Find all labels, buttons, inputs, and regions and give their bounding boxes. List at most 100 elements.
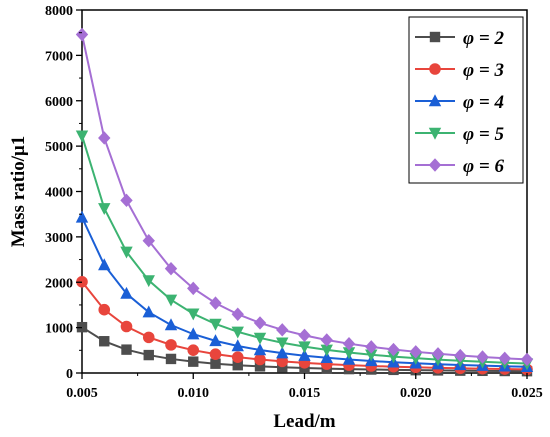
- data-point: [187, 281, 200, 296]
- x-tick-label: 0.005: [66, 386, 98, 401]
- data-point: [409, 345, 422, 359]
- y-tick-label: 1000: [45, 322, 73, 337]
- data-point: [75, 27, 89, 42]
- data-point: [476, 350, 489, 364]
- legend-item: φ = 6: [415, 156, 504, 177]
- data-point: [187, 308, 200, 321]
- legend-marker: [428, 127, 442, 140]
- data-point: [143, 349, 154, 361]
- data-point: [187, 344, 200, 356]
- data-point: [142, 331, 155, 344]
- data-point: [254, 361, 266, 372]
- data-point: [120, 246, 133, 259]
- data-point: [120, 286, 133, 299]
- data-point: [320, 333, 333, 347]
- data-point: [98, 303, 111, 316]
- legend-marker: [428, 158, 442, 172]
- y-tick-label: 6000: [45, 95, 73, 110]
- x-tick-label: 0.025: [511, 386, 543, 401]
- data-point: [365, 349, 378, 362]
- data-point: [164, 318, 178, 331]
- x-tick-label: 0.015: [289, 386, 321, 401]
- y-tick-label: 2000: [45, 276, 73, 291]
- y-tick-label: 4000: [45, 186, 73, 201]
- data-point: [120, 193, 133, 208]
- legend-item: φ = 2: [415, 28, 504, 49]
- legend-label: φ = 4: [463, 92, 504, 113]
- data-point: [431, 347, 445, 361]
- legend-label: φ = 6: [463, 156, 504, 177]
- data-point: [75, 210, 89, 223]
- data-point: [298, 341, 311, 354]
- legend-label: φ = 5: [463, 124, 504, 145]
- legend-box: [408, 16, 524, 184]
- data-point: [387, 342, 400, 357]
- series-5: [75, 27, 534, 367]
- data-point: [232, 359, 243, 371]
- data-point: [142, 275, 155, 288]
- data-point: [276, 337, 289, 350]
- data-point: [142, 234, 155, 248]
- data-point: [253, 316, 267, 330]
- data-point: [98, 258, 111, 271]
- data-point: [298, 328, 311, 343]
- data-point: [520, 352, 534, 367]
- y-tick-label: 0: [66, 367, 73, 382]
- data-point: [188, 356, 199, 367]
- data-point: [98, 131, 111, 145]
- legend-label: φ = 3: [463, 60, 504, 81]
- x-axis-title: Lead/m: [273, 411, 335, 432]
- data-point: [454, 348, 467, 363]
- data-point: [409, 352, 422, 365]
- y-tick-label: 3000: [45, 231, 73, 246]
- legend-item: φ = 4: [415, 92, 504, 113]
- data-point: [99, 336, 110, 347]
- legend-item: φ = 5: [415, 124, 504, 145]
- data-point: [209, 334, 222, 347]
- data-point: [253, 332, 267, 345]
- data-point: [276, 355, 289, 368]
- legend-label: φ = 2: [463, 28, 504, 49]
- data-point: [209, 348, 222, 360]
- x-tick-label: 0.010: [178, 386, 210, 401]
- data-point: [231, 307, 244, 321]
- series-3: [75, 210, 534, 372]
- data-point: [121, 344, 132, 355]
- data-point: [365, 340, 378, 354]
- data-point: [277, 362, 288, 373]
- data-point: [320, 344, 333, 357]
- data-point: [342, 336, 356, 351]
- data-point: [254, 353, 266, 366]
- data-point: [298, 349, 311, 361]
- data-point: [253, 343, 267, 356]
- data-point: [209, 318, 222, 331]
- x-tick-label: 0.020: [400, 386, 432, 401]
- data-point: [276, 346, 289, 359]
- y-axis-title: Mass ratio/μ1: [8, 136, 29, 248]
- data-point: [231, 351, 244, 363]
- data-point: [387, 351, 400, 364]
- data-point: [165, 339, 177, 351]
- legend-marker: [429, 31, 441, 43]
- data-point: [276, 323, 289, 337]
- data-point: [98, 203, 111, 215]
- data-point: [210, 358, 221, 369]
- y-tick-label: 8000: [45, 4, 73, 19]
- legend: φ = 2 φ = 3 φ = 4 φ = 5 φ = 6: [408, 16, 524, 184]
- legend-item: φ = 3: [415, 60, 504, 81]
- y-tick-label: 7000: [45, 49, 73, 64]
- data-point: [120, 320, 133, 333]
- axes-layer: 0 1000 2000 3000 4000 5000 6000 7000 8000 0.005 0.…: [45, 4, 543, 401]
- legend-marker: [428, 94, 442, 107]
- data-point: [342, 347, 356, 360]
- data-point: [164, 294, 178, 307]
- data-point: [209, 296, 222, 310]
- legend-marker: [429, 63, 441, 75]
- y-tick-label: 5000: [45, 140, 73, 155]
- data-point: [231, 326, 244, 339]
- data-point: [320, 351, 333, 363]
- data-point: [142, 305, 155, 318]
- data-point: [187, 327, 200, 340]
- data-point: [498, 351, 511, 365]
